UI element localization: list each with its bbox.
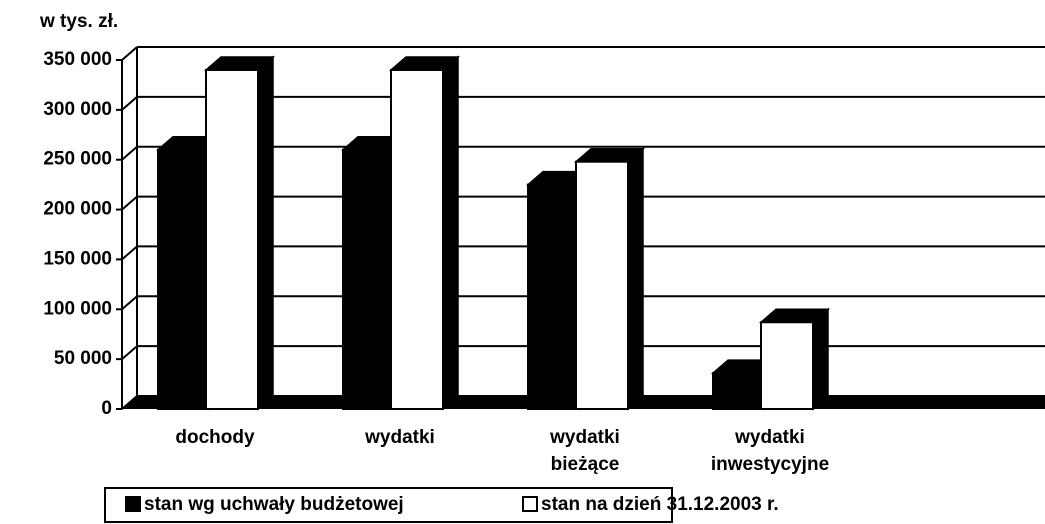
x-tick-label-line: inwestycyjne [711, 454, 829, 475]
grid-diagonal [121, 96, 138, 111]
grid-diagonal [121, 46, 138, 61]
grid-diagonal [121, 295, 138, 311]
bar-side [442, 55, 459, 411]
bar [527, 183, 581, 410]
bar-side [812, 307, 829, 411]
bar [760, 321, 814, 410]
y-tick-label: 100 000 [43, 298, 112, 319]
y-tick-label: 50 000 [54, 348, 112, 369]
legend-label: stan na dzień 31.12.2003 r. [541, 494, 779, 515]
grid-diagonal [121, 195, 138, 211]
x-tick-label: wydatki bieżące [549, 427, 620, 475]
grid-diagonal [121, 345, 138, 360]
y-tick-label: 150 000 [43, 248, 112, 269]
grid-diagonal [121, 145, 138, 161]
x-tick-label-line: wydatki [549, 427, 620, 448]
y-tick-label: 300 000 [43, 99, 112, 120]
legend-box [104, 487, 673, 523]
y-axis-label: w tys. zł. [39, 11, 118, 32]
bar [342, 148, 396, 410]
bar-side [257, 55, 274, 411]
y-tick-label: 250 000 [43, 149, 112, 170]
x-tick-label-line: wydatki [364, 427, 435, 448]
x-tick-label: dochody [175, 427, 255, 448]
y-tick-label: 0 [101, 398, 112, 419]
legend-swatch [522, 496, 538, 512]
x-tick-label-line: bieżące [551, 454, 620, 475]
bar [205, 68, 259, 410]
x-tick-label-line: dochody [175, 427, 255, 448]
y-tick-label: 350 000 [43, 49, 112, 70]
x-tick-label: wydatki [364, 427, 435, 448]
bar [390, 68, 444, 410]
grid-diagonal [121, 245, 138, 261]
x-tick-label-line: wydatki [734, 427, 805, 448]
bar [575, 160, 629, 410]
bar-side [627, 147, 644, 411]
y-tick-label: 200 000 [43, 199, 112, 220]
legend-swatch [125, 496, 141, 512]
bar [157, 148, 211, 410]
legend-label: stan wg uchwały budżetowej [144, 494, 404, 515]
bar [712, 372, 766, 410]
x-tick-label: wydatki inwestycyjne [711, 427, 829, 475]
